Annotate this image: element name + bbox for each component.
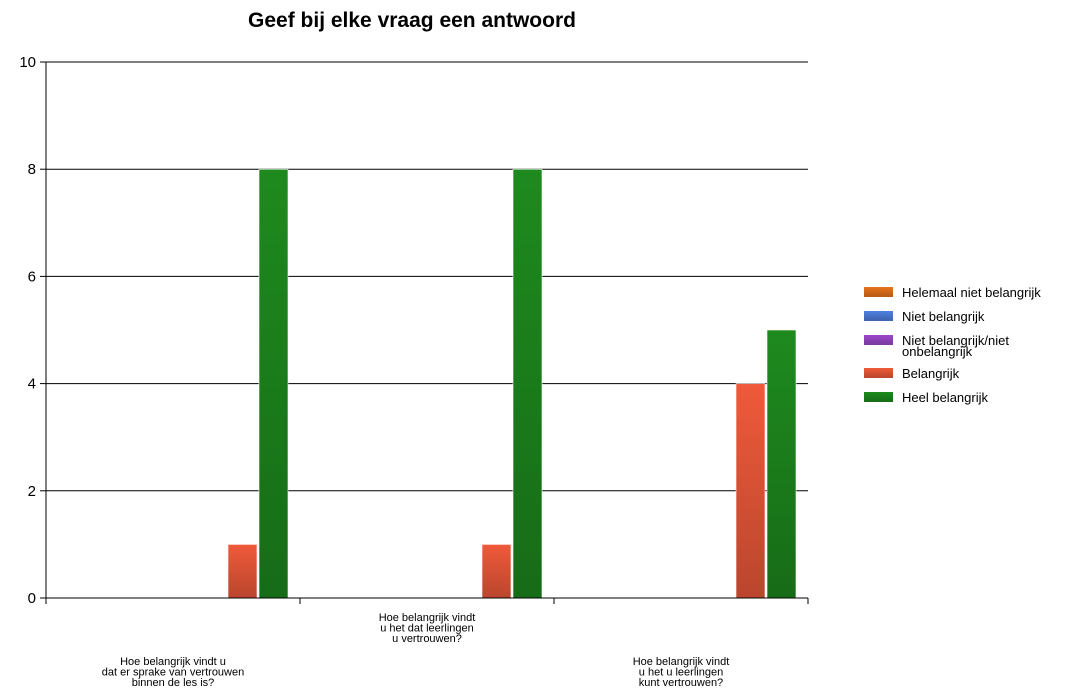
grid xyxy=(46,61,808,492)
legend-label: Heel belangrijk xyxy=(902,390,988,405)
legend-swatch xyxy=(864,311,893,321)
x-category-label: dat er sprake van vertrouwen xyxy=(102,667,244,679)
y-tick-label: 0 xyxy=(28,590,36,607)
y-tick-label: 2 xyxy=(28,483,36,500)
x-category-label: kunt vertrouwen? xyxy=(639,677,723,689)
legend: Helemaal niet belangrijk Niet belangrijk N… xyxy=(864,285,1041,405)
bars xyxy=(227,168,797,599)
bar xyxy=(481,544,512,599)
legend-swatch xyxy=(864,287,893,297)
x-category-label: u vertrouwen? xyxy=(392,633,462,645)
legend-label: Niet belangrijk/niet xyxy=(902,333,1009,348)
bar xyxy=(766,329,797,599)
bar xyxy=(227,544,258,599)
bar xyxy=(258,168,289,599)
x-category-label: Hoe belangrijk vindt xyxy=(633,656,730,668)
legend-swatch xyxy=(864,368,893,378)
bar xyxy=(512,168,543,599)
bar xyxy=(735,383,766,599)
legend-swatch xyxy=(864,392,893,402)
legend-label: Belangrijk xyxy=(902,366,960,381)
x-category-label: Hoe belangrijk vindt u xyxy=(120,656,226,668)
y-tick-label: 8 xyxy=(28,161,36,178)
x-category-label: u het u leerlingen xyxy=(639,667,723,679)
y-tick-label: 4 xyxy=(28,376,36,393)
x-category-label: Hoe belangrijk vindt xyxy=(379,612,476,624)
y-tick-label: 10 xyxy=(19,54,36,71)
legend-label: onbelangrijk xyxy=(902,344,973,359)
legend-label: Helemaal niet belangrijk xyxy=(902,285,1041,300)
chart-title: Geef bij elke vraag een antwoord xyxy=(248,9,576,32)
y-tick-label: 6 xyxy=(28,268,36,285)
legend-swatch xyxy=(864,335,893,345)
legend-label: Niet belangrijk xyxy=(902,309,985,324)
x-category-label: binnen de les is? xyxy=(132,677,215,689)
x-category-label: u het dat leerlingen xyxy=(380,623,474,635)
